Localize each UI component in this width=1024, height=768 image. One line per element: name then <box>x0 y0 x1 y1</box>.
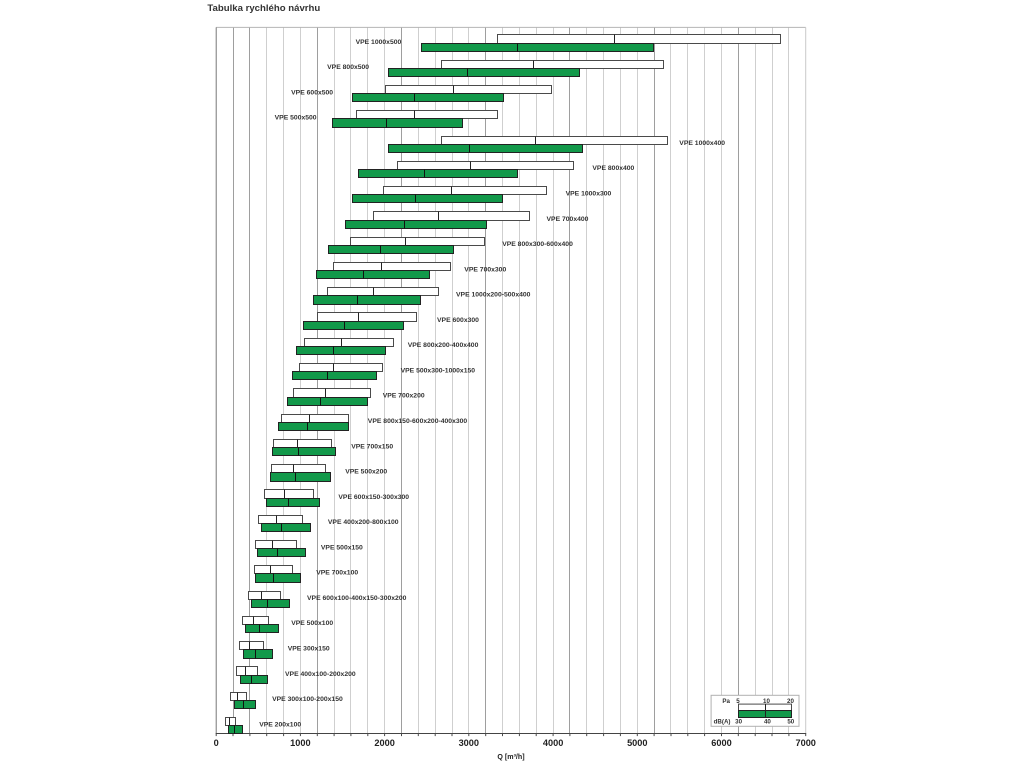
svg-text:7000: 7000 <box>795 738 815 748</box>
svg-text:VPE 1000x200-500x400: VPE 1000x200-500x400 <box>456 292 531 299</box>
svg-text:4000: 4000 <box>543 738 563 748</box>
svg-text:20: 20 <box>787 698 794 705</box>
svg-text:VPE 500x150: VPE 500x150 <box>321 544 363 551</box>
svg-text:VPE 800x400: VPE 800x400 <box>592 165 634 172</box>
svg-text:1000: 1000 <box>290 738 310 748</box>
svg-text:VPE 1000x500: VPE 1000x500 <box>356 39 402 46</box>
svg-text:VPE 600x100-400x150-300x200: VPE 600x100-400x150-300x200 <box>307 595 407 602</box>
svg-text:VPE 1000x400: VPE 1000x400 <box>679 140 725 147</box>
svg-text:VPE 500x200: VPE 500x200 <box>345 469 387 476</box>
svg-text:VPE 300x150: VPE 300x150 <box>288 646 330 653</box>
svg-text:5000: 5000 <box>627 738 647 748</box>
svg-text:VPE 700x200: VPE 700x200 <box>383 393 425 400</box>
svg-text:6000: 6000 <box>711 738 731 748</box>
svg-text:Tabulka rychlého návrhu: Tabulka rychlého návrhu <box>207 3 320 14</box>
svg-text:VPE 400x200-800x100: VPE 400x200-800x100 <box>328 519 399 526</box>
svg-text:VPE 800x500: VPE 800x500 <box>327 64 369 71</box>
svg-text:40: 40 <box>764 718 771 725</box>
svg-text:VPE 800x300-600x400: VPE 800x300-600x400 <box>502 241 573 248</box>
svg-text:VPE 500x100: VPE 500x100 <box>291 620 333 627</box>
svg-text:VPE 400x100-200x200: VPE 400x100-200x200 <box>285 671 356 678</box>
svg-text:VPE 1000x300: VPE 1000x300 <box>566 191 612 198</box>
svg-text:VPE 200x100: VPE 200x100 <box>259 721 301 728</box>
svg-text:VPE 500x500: VPE 500x500 <box>275 115 317 122</box>
svg-text:5: 5 <box>736 698 740 705</box>
svg-text:Q [m³/h]: Q [m³/h] <box>497 753 524 761</box>
svg-text:10: 10 <box>763 698 770 705</box>
svg-text:VPE 300x100-200x150: VPE 300x100-200x150 <box>272 696 343 703</box>
svg-text:VPE 800x150-600x200-400x300: VPE 800x150-600x200-400x300 <box>368 418 468 425</box>
svg-text:VPE 600x500: VPE 600x500 <box>291 89 333 96</box>
svg-text:VPE 700x300: VPE 700x300 <box>464 266 506 273</box>
svg-text:dB(A): dB(A) <box>714 718 731 725</box>
svg-text:50: 50 <box>787 718 794 725</box>
svg-text:Pa: Pa <box>722 698 730 705</box>
svg-text:VPE 700x100: VPE 700x100 <box>316 570 358 577</box>
svg-text:VPE 700x150: VPE 700x150 <box>351 443 393 450</box>
svg-text:2000: 2000 <box>374 738 394 748</box>
svg-text:30: 30 <box>735 718 742 725</box>
svg-text:0: 0 <box>214 738 219 748</box>
svg-text:VPE 800x200-400x400: VPE 800x200-400x400 <box>408 342 479 349</box>
svg-text:VPE 600x300: VPE 600x300 <box>437 317 479 324</box>
svg-text:VPE 600x150-300x300: VPE 600x150-300x300 <box>338 494 409 501</box>
svg-text:VPE 500x300-1000x150: VPE 500x300-1000x150 <box>401 367 476 374</box>
svg-text:3000: 3000 <box>459 738 479 748</box>
svg-text:VPE 700x400: VPE 700x400 <box>547 216 589 223</box>
